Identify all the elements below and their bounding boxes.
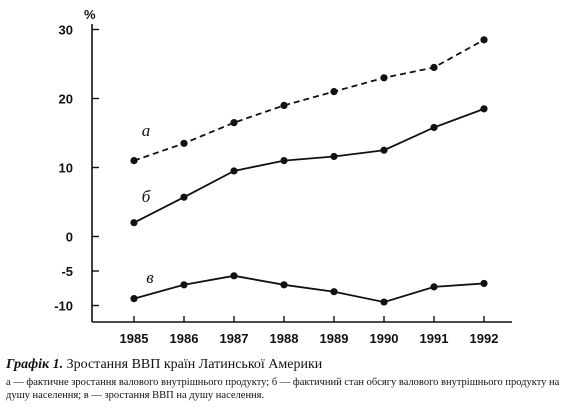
series-label-2: б [142,187,151,206]
figure-legend-note: а — фактичне зростання валового внутрішн… [6,377,560,401]
data-point [430,123,438,132]
series-line-2 [133,108,485,224]
figure-caption: Графік 1. Зростання ВВП країн Латинської… [6,357,578,373]
x-tick-label: 1992 [470,331,499,345]
data-point [430,63,438,72]
data-point [230,167,238,175]
data-point [480,36,488,44]
y-tick-label: -10 [54,299,73,314]
caption-lead: Графік 1. [6,357,64,372]
x-tick-label: 1988 [270,331,299,345]
series-points [130,36,488,306]
x-tick-label: 1985 [120,331,149,345]
chart-axes: % [84,7,512,323]
data-point [180,139,188,147]
data-point [330,88,338,96]
data-point [330,152,338,161]
series-label-1: а [142,121,151,140]
data-point [480,105,488,113]
y-tick-label: 20 [59,92,73,107]
y-tick-label: -5 [61,264,73,279]
data-point [230,119,238,127]
series-line-1 [133,39,485,162]
data-point [130,219,138,227]
y-axis-ticks: 30 20 10 0 -5 -10 [54,23,99,314]
series-lines [133,39,485,303]
x-tick-label: 1987 [220,331,249,345]
data-point [480,279,488,288]
data-point [430,283,438,291]
series-line-3 [133,274,485,303]
data-point [380,298,388,306]
data-point [180,193,188,201]
data-point [330,288,338,296]
x-tick-label: 1986 [170,331,199,345]
x-tick-label: 1990 [370,331,399,345]
caption-title: Зростання ВВП країн Латинської Америки [63,357,323,372]
x-tick-label: 1991 [420,331,449,345]
data-point [180,281,188,289]
y-axis-unit: % [84,7,96,22]
data-point [130,157,138,165]
data-point [230,272,238,280]
data-point [130,295,138,303]
series-label-3: в [146,268,154,287]
data-point [280,101,288,109]
x-tick-label: 1989 [320,331,349,345]
data-point [280,281,288,289]
data-point [280,157,288,165]
x-axis-ticks: 1985 1986 1987 1988 1989 1990 1991 1992 [120,316,499,345]
data-point [380,146,388,154]
y-tick-label: 30 [59,23,73,38]
y-tick-label: 0 [66,230,73,245]
series-labels: а б в [142,121,155,287]
y-tick-label: 10 [59,161,73,176]
data-point [380,74,388,82]
